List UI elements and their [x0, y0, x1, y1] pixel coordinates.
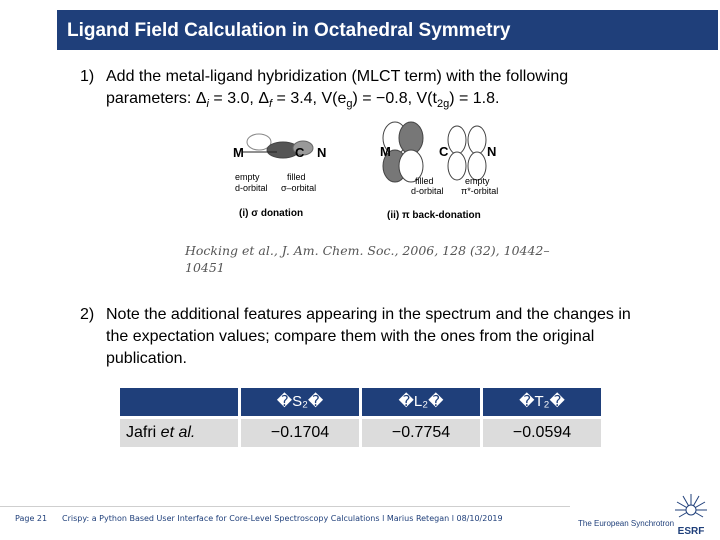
- svg-text:C: C: [439, 144, 449, 159]
- item-number: 2): [80, 306, 95, 323]
- item-line-2: the expectation values; compare them wit…: [106, 328, 595, 345]
- table-header-tz: �T₂�: [483, 388, 601, 416]
- table-header-empty: [120, 388, 238, 416]
- sigma-donation-diagram: M C N empty d-orbital filled σ–orbital (…: [233, 133, 326, 219]
- table-cell-lz: −0.7754: [362, 419, 480, 447]
- bonding-diagram: M C N empty d-orbital filled σ–orbital (…: [233, 121, 498, 221]
- svg-text:N: N: [487, 144, 496, 159]
- pi-backdonation-diagram: M C N filled d-orbital empty π*-orbital …: [380, 121, 498, 221]
- svg-text:σ–orbital: σ–orbital: [281, 183, 316, 193]
- footer-text: Crispy: a Python Based User Interface fo…: [62, 514, 503, 523]
- table-cell-tz: −0.0594: [483, 419, 601, 447]
- list-item-1: 1) Add the metal-ligand hybridization (M…: [80, 66, 700, 112]
- item-line-1: Add the metal-ligand hybridization (MLCT…: [106, 68, 569, 85]
- table-row-label: Jafri et al.: [120, 419, 238, 447]
- sigma-m: M: [233, 145, 244, 160]
- table-header-lz: �L₂�: [362, 388, 480, 416]
- footer-org: The European Synchrotron: [578, 519, 675, 528]
- svg-text:empty: empty: [465, 176, 490, 186]
- pi-caption: (ii) π back-donation: [387, 210, 481, 221]
- svg-text:filled: filled: [287, 172, 306, 182]
- list-item-2: 2) Note the additional features appearin…: [80, 304, 710, 372]
- sigma-c: C: [295, 145, 305, 160]
- footer-page-number: Page 21: [15, 514, 48, 523]
- citation: Hocking et al., J. Am. Chem. Soc., 2006,…: [185, 242, 585, 276]
- item-line-1: Note the additional features appearing i…: [106, 306, 631, 323]
- citation-line-2: 10451: [185, 260, 225, 275]
- svg-text:d-orbital: d-orbital: [411, 186, 444, 196]
- footer-divider: [0, 506, 570, 507]
- svg-text:ESRF: ESRF: [678, 526, 705, 536]
- svg-text:d-orbital: d-orbital: [235, 183, 268, 193]
- esrf-logo-icon: ESRF: [675, 494, 707, 536]
- table-cell-sz: −0.1704: [241, 419, 359, 447]
- sigma-caption: (i) σ donation: [239, 208, 303, 219]
- citation-line-1: Hocking et al., J. Am. Chem. Soc., 2006,…: [185, 243, 550, 258]
- svg-text:filled: filled: [415, 176, 434, 186]
- page-title: Ligand Field Calculation in Octahedral S…: [67, 20, 511, 41]
- title-bar: Ligand Field Calculation in Octahedral S…: [55, 10, 718, 50]
- item-number: 1): [80, 68, 95, 85]
- item-line-3: publication.: [106, 350, 187, 367]
- sigma-n: N: [317, 145, 326, 160]
- item-line-2: parameters: Δi = 3.0, Δf = 3.4, V(eg) = …: [106, 90, 500, 111]
- svg-text:M: M: [380, 144, 391, 159]
- svg-text:empty: empty: [235, 172, 260, 182]
- svg-text:π*-orbital: π*-orbital: [461, 186, 498, 196]
- table-header-sz: �S₂�: [241, 388, 359, 416]
